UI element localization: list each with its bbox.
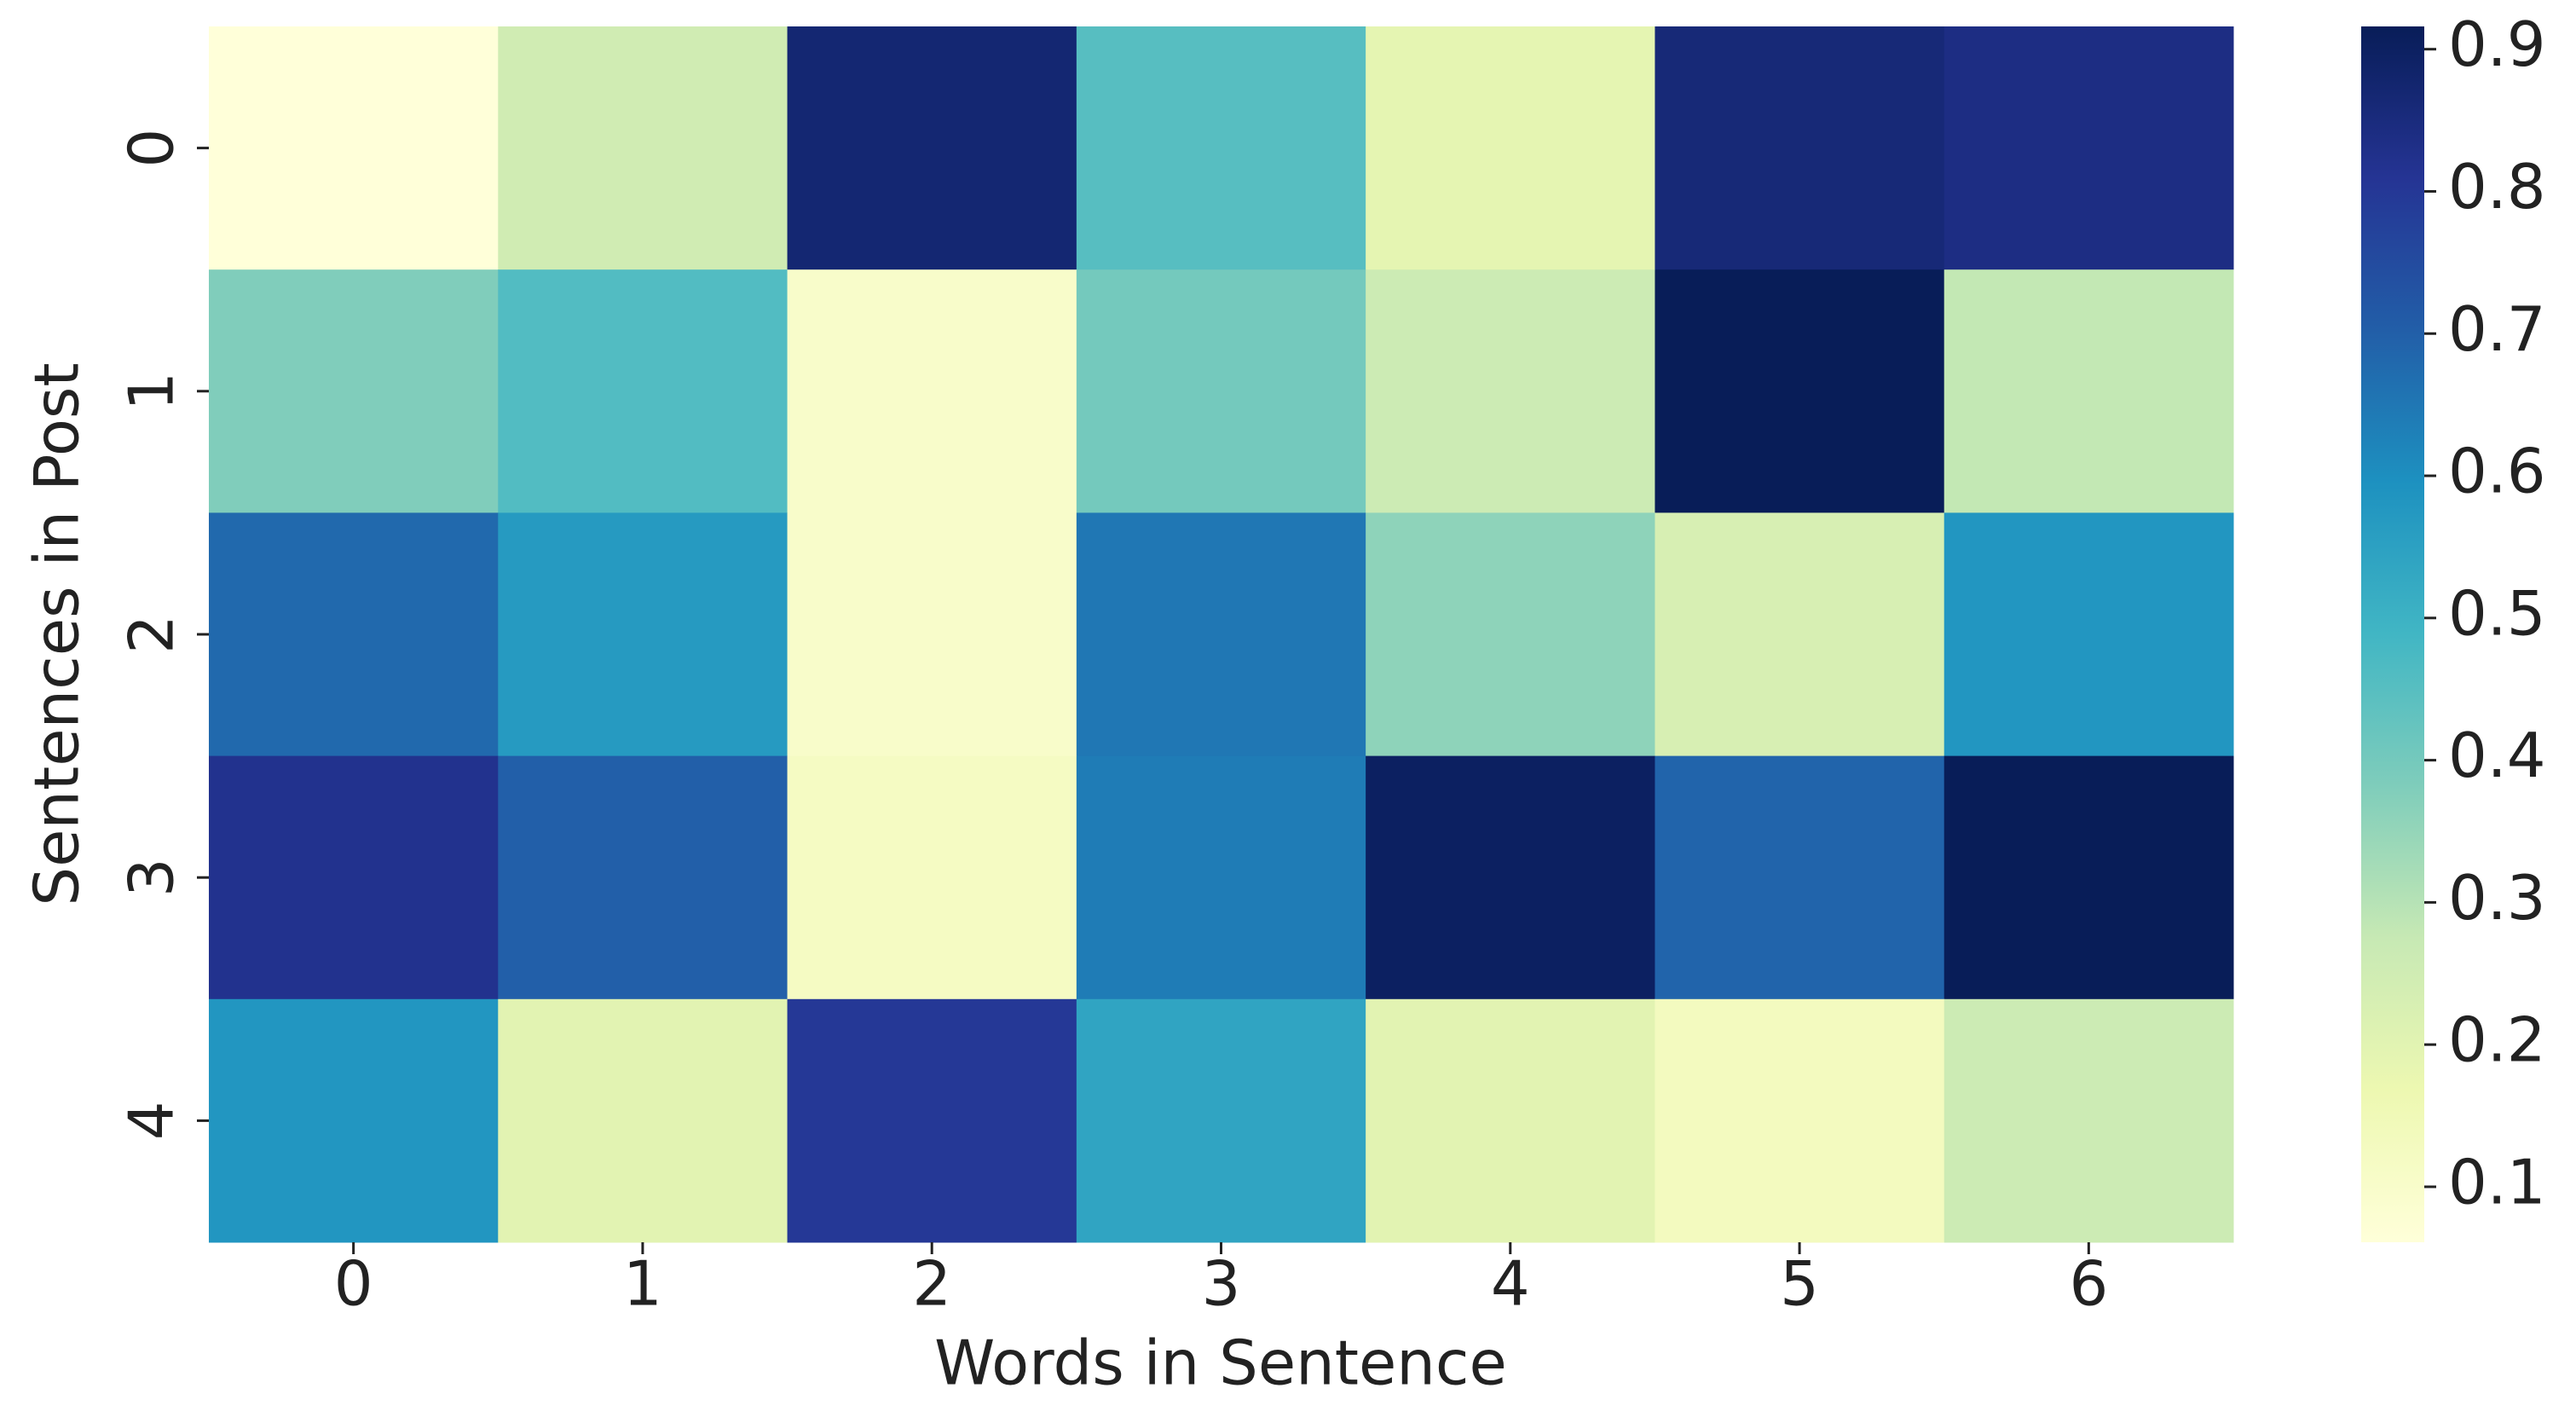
colorbar-tick-label: 0.1 bbox=[2448, 1146, 2546, 1218]
colorbar-tick-label: 0.2 bbox=[2448, 1004, 2546, 1076]
heatmap-cell bbox=[787, 512, 1077, 757]
heatmap-cell bbox=[209, 998, 499, 1243]
x-tick-label: 4 bbox=[1491, 1248, 1530, 1320]
heatmap-cell bbox=[209, 269, 499, 513]
colorbar-tick-label: 0.7 bbox=[2448, 293, 2546, 365]
heatmap-cell bbox=[1076, 512, 1366, 757]
heatmap-cell bbox=[1944, 512, 2234, 757]
heatmap-cell bbox=[1944, 269, 2234, 513]
heatmap-cell bbox=[1076, 755, 1366, 1000]
y-tick-label: 1 bbox=[116, 372, 188, 411]
heatmap-cell bbox=[1655, 755, 1945, 1000]
heatmap-cell bbox=[209, 512, 499, 757]
heatmap-cell bbox=[498, 512, 788, 757]
heatmap-cell bbox=[498, 998, 788, 1243]
heatmap-cell bbox=[1076, 998, 1366, 1243]
heatmap-cell bbox=[498, 755, 788, 1000]
heatmap-cell bbox=[1366, 755, 1655, 1000]
x-tick-label: 2 bbox=[912, 1248, 951, 1320]
heatmap-cell bbox=[1366, 512, 1655, 757]
heatmap-cell bbox=[1076, 26, 1366, 270]
heatmap-cell bbox=[498, 269, 788, 513]
heatmap-cell bbox=[209, 755, 499, 1000]
y-tick-label: 3 bbox=[116, 858, 188, 897]
x-tick-label: 3 bbox=[1202, 1248, 1241, 1320]
y-axis-label: Sentences in Post bbox=[21, 362, 93, 905]
heatmap-cell bbox=[1944, 998, 2234, 1243]
heatmap-cell bbox=[1076, 269, 1366, 513]
y-tick-label: 0 bbox=[116, 129, 188, 168]
heatmap-cell bbox=[1366, 998, 1655, 1243]
heatmap-cell bbox=[787, 998, 1077, 1243]
heatmap-cell bbox=[787, 26, 1077, 270]
heatmap-cell bbox=[1655, 269, 1945, 513]
heatmap-cell bbox=[1655, 512, 1945, 757]
colorbar-tick-label: 0.9 bbox=[2448, 9, 2546, 80]
colorbar-tick-label: 0.5 bbox=[2448, 577, 2546, 649]
y-tick-label: 2 bbox=[116, 615, 188, 654]
heatmap-cell bbox=[498, 26, 788, 270]
y-tick-label: 4 bbox=[116, 1101, 188, 1140]
heatmap-cell bbox=[209, 26, 499, 270]
heatmap-cell bbox=[1366, 26, 1655, 270]
x-tick-label: 5 bbox=[1780, 1248, 1819, 1320]
colorbar-tick-label: 0.8 bbox=[2448, 151, 2546, 223]
colorbar-tick-label: 0.4 bbox=[2448, 720, 2546, 791]
heatmap-cell bbox=[1366, 269, 1655, 513]
x-tick-label: 1 bbox=[623, 1248, 662, 1320]
heatmap-cell bbox=[1944, 755, 2234, 1000]
heatmap-cell bbox=[1655, 26, 1945, 270]
x-tick-label: 6 bbox=[2069, 1248, 2108, 1320]
colorbar-tick-label: 0.3 bbox=[2448, 862, 2546, 934]
heatmap-cell bbox=[1944, 26, 2234, 270]
heatmap-cell bbox=[787, 755, 1077, 1000]
colorbar-tick-label: 0.6 bbox=[2448, 436, 2546, 507]
heatmap-cell bbox=[787, 269, 1077, 513]
x-axis-label: Words in Sentence bbox=[934, 1328, 1507, 1399]
heatmap-cell bbox=[1655, 998, 1945, 1243]
x-tick-label: 0 bbox=[334, 1248, 373, 1320]
colorbar bbox=[2361, 26, 2424, 1242]
